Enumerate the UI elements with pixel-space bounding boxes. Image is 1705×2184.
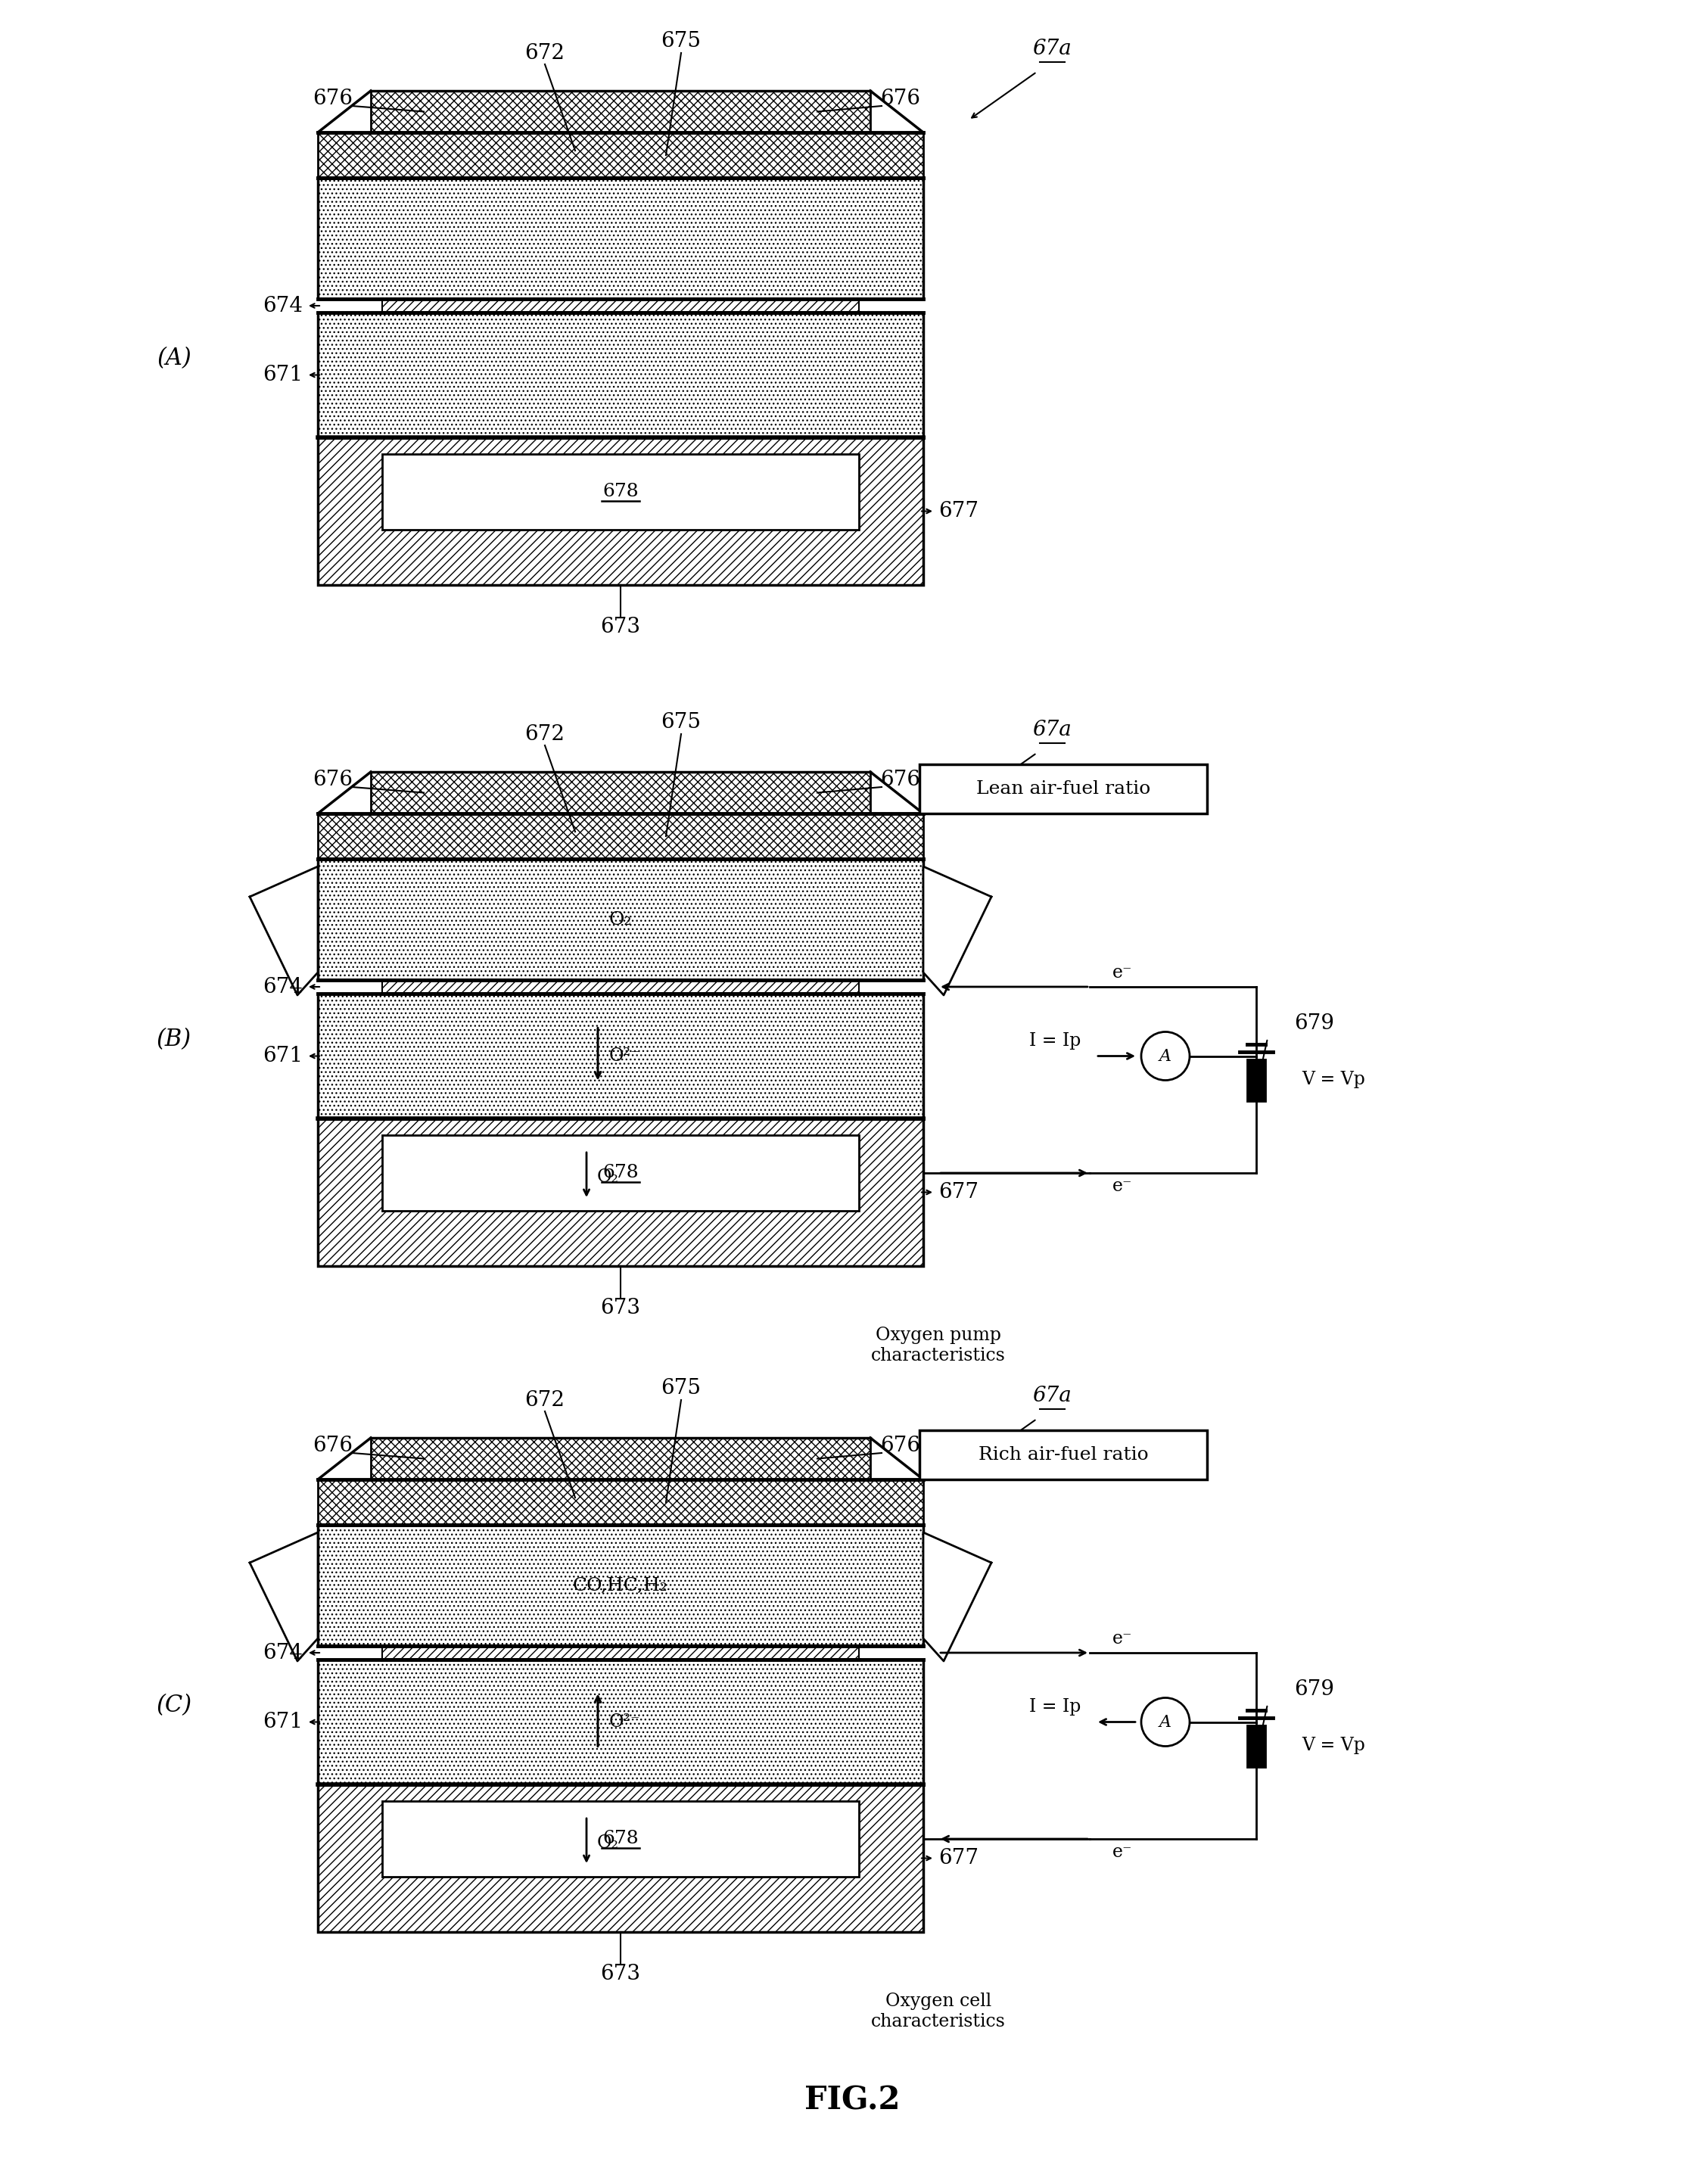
Text: 671: 671 <box>263 1046 303 1066</box>
Bar <box>1246 1725 1265 1767</box>
Text: O²⁻: O²⁻ <box>609 1048 639 1066</box>
Circle shape <box>1141 1697 1190 1747</box>
Bar <box>317 1479 370 1566</box>
Text: CO,HC,H₂: CO,HC,H₂ <box>573 1577 668 1594</box>
Bar <box>382 981 859 994</box>
Bar <box>317 133 924 177</box>
Bar <box>1246 1059 1265 1101</box>
Bar <box>317 1479 924 1524</box>
Text: 676: 676 <box>314 1435 353 1455</box>
Text: 677: 677 <box>938 1182 979 1203</box>
Bar <box>317 1660 924 1784</box>
Text: 67a: 67a <box>1032 39 1071 59</box>
Bar <box>382 454 859 531</box>
Text: 673: 673 <box>600 1963 641 1983</box>
Text: A: A <box>1159 1714 1171 1730</box>
Bar <box>317 177 924 299</box>
Text: FIG.2: FIG.2 <box>805 2086 900 2116</box>
Bar <box>382 1136 859 1210</box>
Text: Rich air-fuel ratio: Rich air-fuel ratio <box>979 1446 1147 1463</box>
Text: (B): (B) <box>157 1029 191 1051</box>
Text: I = Ip: I = Ip <box>1028 1699 1081 1717</box>
Bar <box>317 994 924 1118</box>
Text: Oxygen pump
characteristics: Oxygen pump characteristics <box>871 1326 1006 1365</box>
Text: 676: 676 <box>880 1435 921 1455</box>
Text: Lean air-fuel ratio: Lean air-fuel ratio <box>977 780 1151 797</box>
Text: e⁻: e⁻ <box>1112 1177 1132 1195</box>
Bar <box>870 812 924 900</box>
Text: 676: 676 <box>880 769 921 791</box>
Text: 671: 671 <box>263 1712 303 1732</box>
Text: A: A <box>1159 1048 1171 1064</box>
Text: 675: 675 <box>662 31 701 52</box>
Text: 677: 677 <box>938 1848 979 1870</box>
Bar <box>317 1524 924 1647</box>
Text: e⁻: e⁻ <box>1112 1843 1132 1861</box>
Polygon shape <box>924 867 991 996</box>
Text: 675: 675 <box>662 712 701 734</box>
Text: e⁻: e⁻ <box>1112 1631 1132 1649</box>
Text: I = Ip: I = Ip <box>1028 1033 1081 1051</box>
Text: 674: 674 <box>263 295 303 317</box>
Text: 677: 677 <box>938 500 979 522</box>
Text: 672: 672 <box>525 44 564 63</box>
Text: 672: 672 <box>525 1389 564 1411</box>
Text: O₂: O₂ <box>597 1835 619 1852</box>
Bar <box>370 771 870 812</box>
Text: 673: 673 <box>600 1297 641 1317</box>
Text: V = Vp: V = Vp <box>1301 1070 1366 1088</box>
Text: 674: 674 <box>263 976 303 998</box>
Text: 676: 676 <box>314 769 353 791</box>
Text: 679: 679 <box>1294 1013 1335 1033</box>
Bar <box>317 858 924 981</box>
Text: 67a: 67a <box>1032 1387 1071 1406</box>
Bar <box>317 437 924 585</box>
Text: 673: 673 <box>600 616 641 638</box>
Polygon shape <box>249 867 317 996</box>
Text: 671: 671 <box>263 365 303 384</box>
Bar <box>382 1802 859 1876</box>
Bar <box>919 764 1207 812</box>
Text: Oxygen cell
characteristics: Oxygen cell characteristics <box>871 1992 1006 2031</box>
Bar <box>317 812 370 900</box>
Bar <box>317 133 370 218</box>
Text: 676: 676 <box>880 87 921 109</box>
Bar <box>370 1437 870 1479</box>
Text: 672: 672 <box>525 723 564 745</box>
Text: (A): (A) <box>157 347 191 371</box>
Text: V = Vp: V = Vp <box>1301 1736 1366 1754</box>
Text: (C): (C) <box>157 1695 193 1717</box>
Text: 678: 678 <box>602 1830 639 1848</box>
Bar <box>317 1784 924 1933</box>
Text: O₂: O₂ <box>597 1168 619 1186</box>
Bar <box>317 1118 924 1267</box>
Text: O²⁻: O²⁻ <box>609 1712 639 1730</box>
Text: 678: 678 <box>602 1164 639 1182</box>
Bar <box>919 1431 1207 1479</box>
Bar <box>382 1647 859 1660</box>
Bar <box>870 133 924 218</box>
Text: 676: 676 <box>314 87 353 109</box>
Bar <box>870 1479 924 1566</box>
Circle shape <box>1141 1031 1190 1081</box>
Text: 67a: 67a <box>1032 721 1071 740</box>
Text: 679: 679 <box>1294 1679 1335 1699</box>
Bar <box>382 299 859 312</box>
Bar <box>317 812 924 858</box>
Bar <box>370 92 870 133</box>
Bar <box>317 312 924 437</box>
Text: e⁻: e⁻ <box>1112 965 1132 983</box>
Polygon shape <box>924 1533 991 1662</box>
Text: 678: 678 <box>602 483 639 500</box>
Polygon shape <box>249 1533 317 1662</box>
Text: O₂: O₂ <box>609 911 633 928</box>
Text: 674: 674 <box>263 1642 303 1662</box>
Text: 675: 675 <box>662 1378 701 1400</box>
